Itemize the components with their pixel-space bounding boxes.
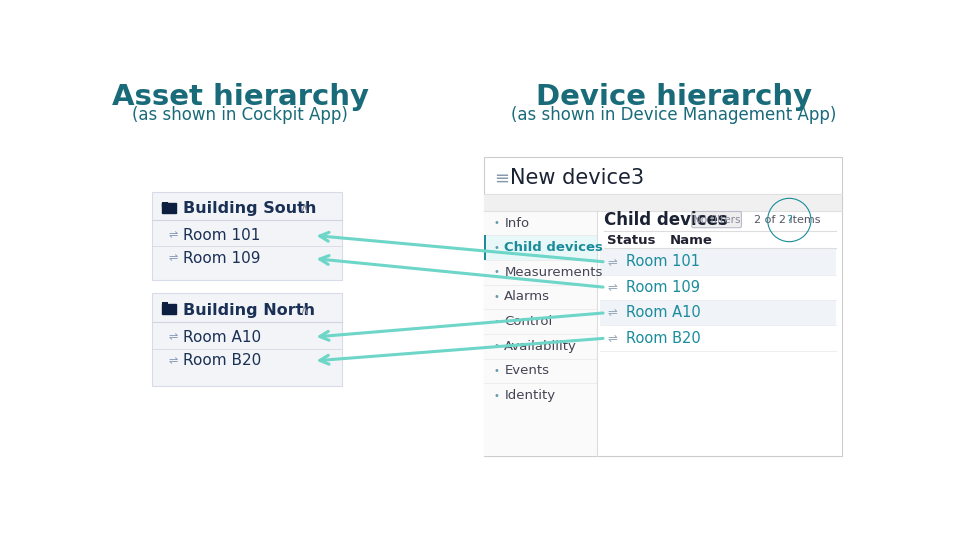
Text: Measurements: Measurements: [504, 266, 602, 279]
Text: ?: ?: [786, 215, 792, 225]
Text: Room 101: Room 101: [183, 228, 261, 243]
Text: •: •: [494, 342, 500, 351]
Text: Building South: Building South: [182, 201, 316, 216]
Text: Child devices: Child devices: [504, 241, 603, 254]
Text: No filters: No filters: [692, 215, 740, 225]
Text: Building North: Building North: [182, 302, 315, 317]
Text: •: •: [494, 243, 500, 252]
Text: Room B20: Room B20: [626, 331, 701, 346]
Text: •: •: [494, 390, 500, 400]
Text: Room A10: Room A10: [183, 329, 262, 344]
Text: Room 109: Room 109: [626, 280, 700, 295]
Text: Device hierarchy: Device hierarchy: [536, 83, 812, 111]
Text: •: •: [494, 267, 500, 277]
Bar: [600, 249, 836, 274]
Text: ⇌: ⇌: [169, 254, 178, 263]
Text: Status: Status: [607, 234, 656, 246]
Text: Child devices: Child devices: [604, 211, 728, 229]
Text: •: •: [494, 292, 500, 302]
Text: ≡: ≡: [494, 169, 509, 188]
Text: Events: Events: [504, 365, 550, 377]
Bar: [162, 304, 175, 314]
FancyBboxPatch shape: [152, 293, 342, 386]
Text: Availability: Availability: [504, 340, 577, 353]
Text: Room A10: Room A10: [626, 305, 701, 320]
Bar: [162, 203, 168, 206]
Text: 2 of 2 items: 2 of 2 items: [754, 215, 820, 225]
Text: Name: Name: [670, 234, 713, 246]
Text: Info: Info: [504, 217, 529, 229]
FancyBboxPatch shape: [152, 191, 342, 280]
Bar: [484, 235, 486, 260]
FancyBboxPatch shape: [162, 201, 168, 205]
Text: ⇌: ⇌: [169, 356, 178, 366]
Bar: [484, 194, 842, 211]
FancyBboxPatch shape: [691, 212, 741, 228]
Bar: [162, 203, 175, 213]
Text: •: •: [494, 366, 500, 376]
Text: Alarms: Alarms: [504, 290, 550, 304]
Text: (as shown in Cockpit App): (as shown in Cockpit App): [132, 106, 348, 124]
Text: •: •: [494, 317, 500, 327]
FancyBboxPatch shape: [162, 302, 168, 306]
Text: ⇌: ⇌: [607, 281, 618, 294]
Bar: [600, 300, 836, 326]
Text: Room B20: Room B20: [183, 354, 262, 369]
Text: ⇌: ⇌: [169, 230, 178, 240]
Text: ∧: ∧: [299, 304, 309, 317]
Text: •: •: [494, 218, 500, 228]
Bar: [484, 157, 842, 455]
Text: ⇌: ⇌: [607, 306, 618, 320]
Text: ⇌: ⇌: [169, 332, 178, 342]
Text: New device3: New device3: [509, 168, 643, 189]
Text: ∧: ∧: [299, 202, 309, 215]
Text: Identity: Identity: [504, 389, 555, 402]
Bar: [484, 211, 596, 455]
Text: Room 109: Room 109: [183, 251, 261, 266]
Bar: [484, 235, 596, 260]
Text: Asset hierarchy: Asset hierarchy: [111, 83, 368, 111]
Text: Room 101: Room 101: [626, 255, 700, 270]
Text: ⇌: ⇌: [607, 255, 618, 268]
Text: (as shown in Device Management App): (as shown in Device Management App): [511, 106, 836, 124]
Text: ⇌: ⇌: [607, 332, 618, 345]
Text: Control: Control: [504, 315, 552, 328]
